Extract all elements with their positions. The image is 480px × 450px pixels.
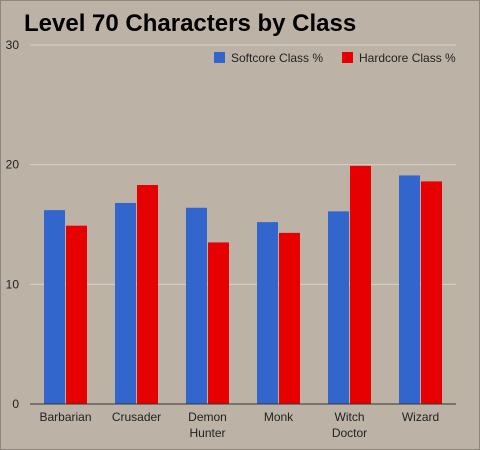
grid-lines	[30, 44, 456, 285]
bar-hardcore	[279, 232, 300, 404]
legend-swatch-softcore	[214, 52, 225, 63]
legend-swatch-hardcore	[342, 52, 353, 63]
bars	[44, 165, 442, 404]
x-category-label: Monk	[264, 410, 294, 424]
bar-hardcore	[137, 185, 158, 404]
y-tick-label: 20	[6, 158, 20, 172]
bar-hardcore	[208, 242, 229, 404]
y-axis-ticks: 0 10 20 30	[6, 38, 20, 411]
x-category-label: Hunter	[189, 426, 225, 440]
bar-hardcore	[421, 181, 442, 404]
bar-softcore	[328, 211, 349, 404]
x-category-label: Barbarian	[39, 410, 91, 424]
x-category-label: Doctor	[332, 426, 367, 440]
y-tick-label: 0	[12, 397, 19, 411]
legend-label-softcore: Softcore Class %	[231, 51, 323, 65]
x-category-label: Demon	[188, 410, 227, 424]
bar-softcore	[115, 202, 136, 404]
y-tick-label: 10	[6, 277, 20, 291]
chart-title: Level 70 Characters by Class	[24, 10, 356, 37]
bar-softcore	[257, 222, 278, 404]
x-axis-labels: Barbarian Crusader Demon Hunter Monk Witch Doc…	[39, 410, 439, 440]
bar-hardcore	[350, 165, 371, 404]
bar-softcore	[399, 175, 420, 404]
bar-softcore	[44, 210, 65, 404]
y-tick-label: 30	[6, 38, 20, 52]
bar-hardcore	[66, 225, 87, 404]
x-category-label: Witch	[335, 410, 365, 424]
x-category-label: Wizard	[402, 410, 439, 424]
bar-softcore	[186, 207, 207, 404]
legend: Softcore Class % Hardcore Class %	[214, 51, 456, 65]
legend-label-hardcore: Hardcore Class %	[359, 51, 456, 65]
x-category-label: Crusader	[112, 410, 161, 424]
